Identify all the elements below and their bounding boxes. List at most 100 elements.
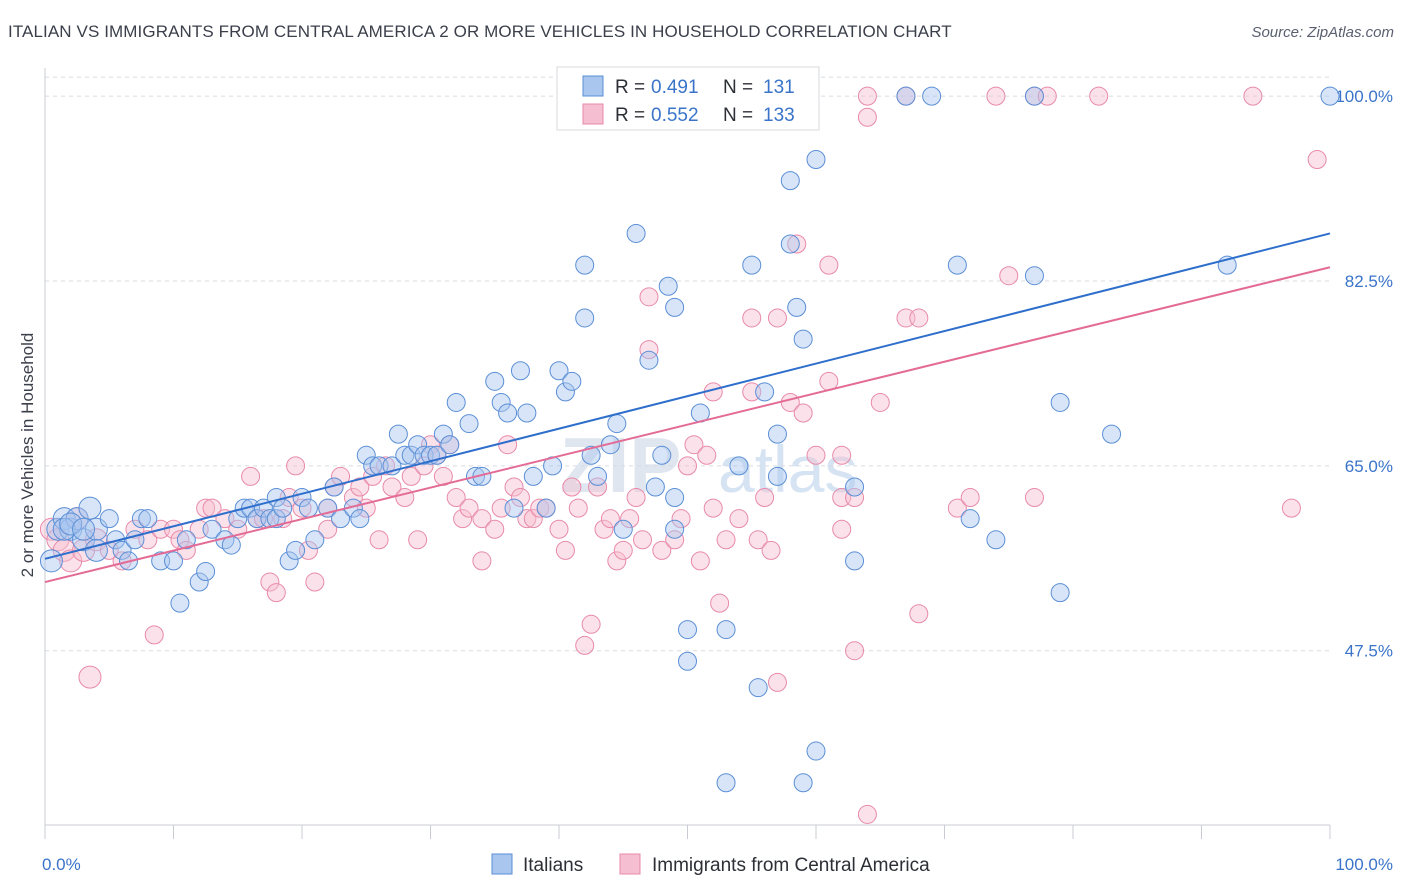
data-point-immigrants [716,530,736,550]
data-point-immigrants [125,519,145,539]
axes: 0.0% 100.0% [42,68,1393,874]
legend-immigrants-swatch [619,853,641,875]
data-point-italians [793,773,813,793]
data-point-immigrants [999,266,1019,286]
data-point-italians [433,424,453,444]
data-point-immigrants [588,477,608,497]
data-point-immigrants [568,498,588,518]
source-label: Source: ZipAtlas.com [1251,24,1394,41]
data-point-immigrants [504,477,524,497]
data-point-immigrants [241,466,261,486]
data-point-italians [46,517,70,541]
data-point-immigrants [1281,498,1301,518]
data-point-immigrants [600,509,620,529]
data-point-italians [767,466,787,486]
data-point-italians [581,445,601,465]
data-point-italians [755,382,775,402]
data-point-immigrants [78,665,102,689]
data-point-italians [960,509,980,529]
data-point-immigrants [1307,150,1327,170]
data-point-italians [459,414,479,434]
data-point-italians [787,297,807,317]
data-point-italians [845,551,865,571]
data-point-italians [202,519,222,539]
data-point-immigrants [665,530,685,550]
r-label: R = [615,105,645,126]
data-point-immigrants [909,308,929,328]
data-point-immigrants [870,392,890,412]
data-point-immigrants [498,435,518,455]
data-point-italians [780,234,800,254]
data-point-immigrants [1243,86,1263,106]
data-point-italians [106,530,126,550]
data-point-italians [613,519,633,539]
data-point-italians [485,371,505,391]
data-point-immigrants [555,540,575,560]
watermark-atlas: atlas [718,432,857,506]
data-point-immigrants [626,488,646,508]
data-point-italians [350,509,370,529]
data-point-italians [806,741,826,761]
series-legend: Italians Immigrants from Central America [491,853,930,876]
data-point-immigrants [459,498,479,518]
data-point-italians [1050,583,1070,603]
data-point-italians [607,414,627,434]
data-point-italians [665,519,685,539]
data-point-immigrants [652,540,672,560]
data-point-italians [253,498,273,518]
data-point-italians [678,620,697,640]
data-point-immigrants [594,519,614,539]
data-point-italians [305,530,325,550]
r-value: 0.552 [651,105,699,126]
data-point-immigrants [144,625,164,645]
data-point-italians [78,496,102,520]
data-point-immigrants [960,488,980,508]
data-point-italians [845,477,865,497]
data-point-immigrants [620,509,640,529]
data-point-immigrants [607,551,627,571]
data-point-italians [767,424,787,444]
data-point-italians [1102,424,1122,444]
data-point-italians [922,86,942,106]
legend-immigrants-label: Immigrants from Central America [652,855,930,876]
data-point-italians [645,477,665,497]
data-point-immigrants [1024,488,1044,508]
data-point-immigrants [549,519,569,539]
data-point-immigrants [350,477,370,497]
data-point-immigrants [395,488,415,508]
data-point-immigrants [523,509,543,529]
data-point-italians [286,540,306,560]
data-point-immigrants [292,498,312,518]
data-point-immigrants [453,509,473,529]
data-point-italians [498,403,518,423]
watermark-zip: ZIP [560,421,681,509]
data-point-immigrants [562,477,582,497]
data-point-immigrants [767,672,787,692]
data-point-immigrants [755,488,775,508]
data-point-immigrants [703,498,723,518]
data-point-immigrants [710,593,730,613]
data-point-italians [742,255,762,275]
data-point-italians [729,456,749,476]
data-point-immigrants [633,530,653,550]
data-point-immigrants [472,551,492,571]
data-point-italians [164,551,183,571]
data-point-italians [176,530,196,550]
trend-line-immigrants [44,266,1331,584]
data-point-italians [748,678,768,698]
data-point-immigrants [857,804,877,824]
data-point-immigrants [517,509,537,529]
data-point-italians [440,435,460,455]
data-point-italians [555,382,575,402]
data-point-italians [39,549,63,573]
data-point-immigrants [382,477,402,497]
stats-legend: R = 0.491 N = 131 R = 0.552 N = 133 [556,66,820,131]
data-point-italians [356,445,376,465]
data-point-immigrants [401,466,421,486]
data-point-italians [189,572,209,592]
data-point-immigrants [909,604,929,624]
data-point-immigrants [832,445,852,465]
data-point-immigrants [819,255,839,275]
data-point-immigrants [260,572,280,592]
